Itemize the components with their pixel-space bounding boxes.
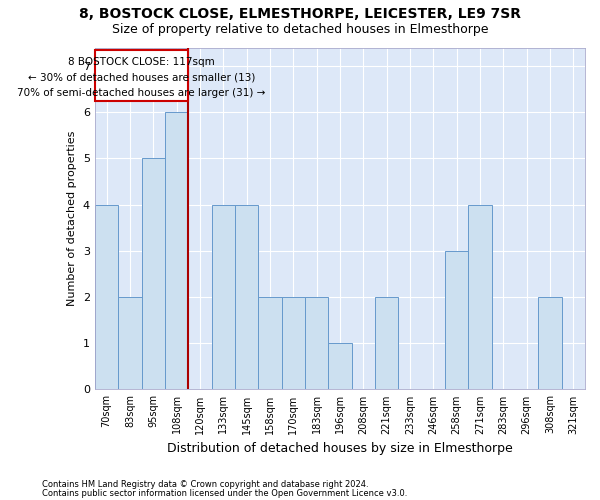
Bar (118, 297, 142, 390)
Y-axis label: Number of detached properties: Number of detached properties (67, 131, 77, 306)
Text: Contains public sector information licensed under the Open Government Licence v3: Contains public sector information licen… (42, 488, 407, 498)
Bar (538, 297, 562, 390)
Text: 70% of semi-detached houses are larger (31) →: 70% of semi-detached houses are larger (… (17, 88, 266, 98)
Text: Size of property relative to detached houses in Elmesthorpe: Size of property relative to detached ho… (112, 22, 488, 36)
Bar (445, 251, 469, 390)
Bar (235, 204, 258, 390)
Bar (375, 297, 398, 390)
Bar (469, 204, 491, 390)
Text: 8, BOSTOCK CLOSE, ELMESTHORPE, LEICESTER, LE9 7SR: 8, BOSTOCK CLOSE, ELMESTHORPE, LEICESTER… (79, 8, 521, 22)
Bar (165, 112, 188, 390)
Text: ← 30% of detached houses are smaller (13): ← 30% of detached houses are smaller (13… (28, 72, 255, 83)
Bar (281, 297, 305, 390)
Text: 8 BOSTOCK CLOSE: 117sqm: 8 BOSTOCK CLOSE: 117sqm (68, 58, 215, 68)
Bar (212, 204, 235, 390)
Bar (142, 158, 165, 390)
Bar (95, 204, 118, 390)
Bar (258, 297, 281, 390)
Bar (328, 343, 352, 390)
FancyBboxPatch shape (95, 50, 188, 100)
Text: Contains HM Land Registry data © Crown copyright and database right 2024.: Contains HM Land Registry data © Crown c… (42, 480, 368, 489)
Bar (305, 297, 328, 390)
X-axis label: Distribution of detached houses by size in Elmesthorpe: Distribution of detached houses by size … (167, 442, 513, 455)
